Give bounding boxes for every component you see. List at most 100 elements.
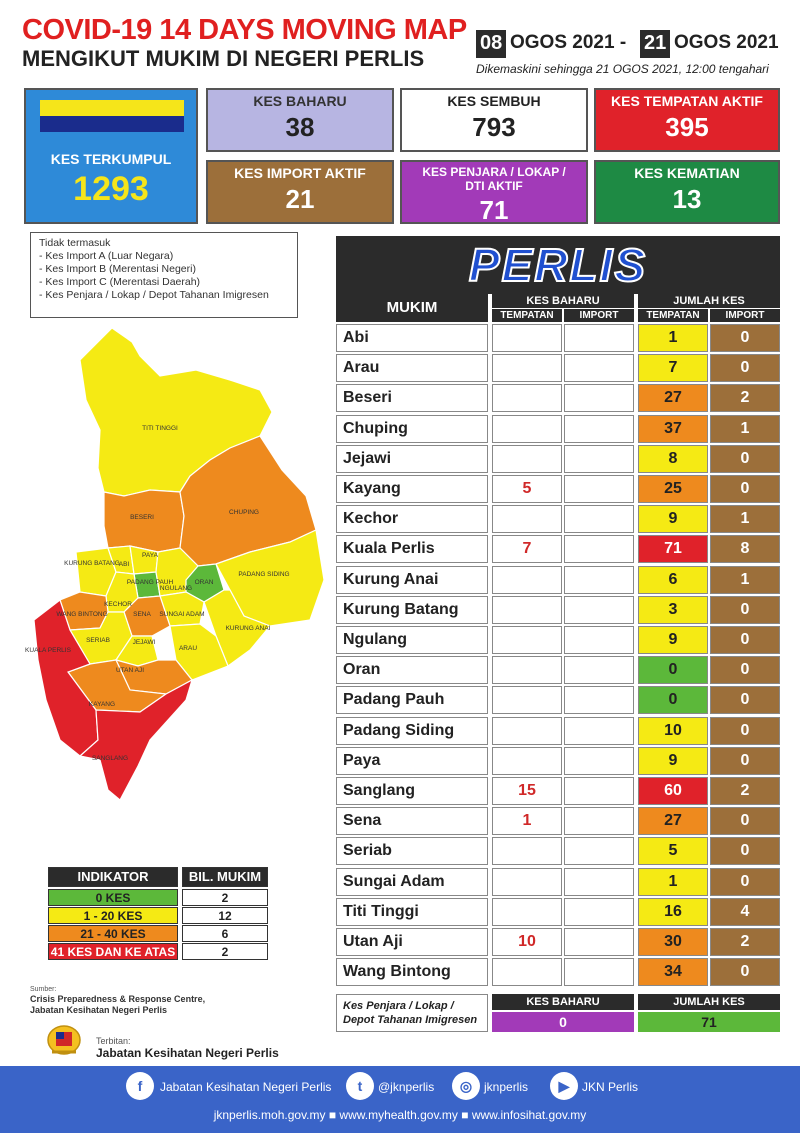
mukim-name-cell: Padang Pauh <box>336 686 488 714</box>
jumlah-tempatan-cell: 9 <box>638 626 708 654</box>
baharu-import-cell <box>564 445 634 473</box>
baharu-import-cell <box>564 898 634 926</box>
note-item: - Kes Import A (Luar Negara) <box>39 250 174 262</box>
baharu-tempatan-cell <box>492 626 562 654</box>
baharu-tempatan-cell <box>492 324 562 352</box>
jumlah-import-cell: 0 <box>710 475 780 503</box>
map-label-kurung-anai: KURUNG ANAI <box>226 625 271 632</box>
updated-note: Dikemaskini sehingga 21 OGOS 2021, 12:00… <box>476 62 769 76</box>
jumlah-tempatan-cell: 71 <box>638 535 708 563</box>
mukim-name-cell: Sungai Adam <box>336 868 488 896</box>
kes-penjara-label: KES PENJARA / LOKAP / DTI AKTIF <box>422 165 566 193</box>
map-label-kuala-perlis: KUALA PERLIS <box>25 647 72 654</box>
footer-bar <box>0 1066 800 1133</box>
baharu-tempatan-cell <box>492 445 562 473</box>
jumlah-import-cell: 0 <box>710 324 780 352</box>
jumlah-tempatan-cell: 8 <box>638 445 708 473</box>
jumlah-import-cell: 0 <box>710 958 780 986</box>
kes-terkumpul-value: 1293 <box>73 170 149 208</box>
mukim-name-cell: Kuala Perlis <box>336 535 488 563</box>
jumlah-import-cell: 1 <box>710 415 780 443</box>
legend-count-cell: 2 <box>182 889 268 906</box>
map-label-abi: ABI <box>119 561 130 568</box>
mukim-name-cell: Seriab <box>336 837 488 865</box>
jumlah-import-cell: 2 <box>710 777 780 805</box>
jata-negara-logo <box>47 1025 81 1055</box>
instagram-link[interactable]: jknperlis <box>484 1080 529 1094</box>
twitter-icon[interactable]: t <box>346 1072 374 1100</box>
jumlah-import-cell: 0 <box>710 807 780 835</box>
note-heading: Tidak termasuk <box>39 237 111 249</box>
map-label-wang-bintong: WANG BINTONG <box>56 611 107 618</box>
instagram-icon[interactable]: ◎ <box>452 1072 480 1100</box>
source-line2: Jabatan Kesihatan Negeri Perlis <box>30 1005 168 1015</box>
mukim-name-cell: Kurung Anai <box>336 566 488 594</box>
jumlah-tempatan-cell: 0 <box>638 656 708 684</box>
baharu-tempatan-cell: 1 <box>492 807 562 835</box>
baharu-import-cell <box>564 928 634 956</box>
jumlah-import-cell: 4 <box>710 898 780 926</box>
legend-count-cell: 12 <box>182 907 268 924</box>
youtube-link[interactable]: JKN Perlis <box>582 1080 639 1094</box>
kes-terkumpul-box: KES TERKUMPUL 1293 <box>24 88 198 224</box>
kes-sembuh-label: KES SEMBUH <box>447 93 541 109</box>
baharu-import-cell <box>564 777 634 805</box>
kes-baharu-value: 38 <box>285 112 315 142</box>
mukim-name-cell: Ngulang <box>336 626 488 654</box>
map-label-sena: SENA <box>133 611 151 618</box>
source-line1: Crisis Preparedness & Response Centre, <box>30 994 206 1004</box>
baharu-tempatan-cell: 5 <box>492 475 562 503</box>
perlis-mukim-map: TITI TINGGI BESERI CHUPING KURUNG BATANG… <box>25 327 325 801</box>
date-end-day: 21 <box>640 30 671 58</box>
map-label-oran: ORAN <box>195 579 214 586</box>
kes-kematian-value: 13 <box>672 184 702 214</box>
kes-tempatan-aktif-value: 395 <box>665 112 709 142</box>
mukim-name-cell: Kayang <box>336 475 488 503</box>
baharu-tempatan-cell <box>492 354 562 382</box>
baharu-tempatan-cell <box>492 505 562 533</box>
jumlah-tempatan-cell: 37 <box>638 415 708 443</box>
twitter-link[interactable]: @jknperlis <box>378 1080 435 1094</box>
legend-indikator-cell: 41 KES DAN KE ATAS <box>48 943 178 960</box>
publisher-label: Terbitan: <box>96 1036 131 1046</box>
kes-penjara-value: 71 <box>479 195 509 225</box>
baharu-tempatan-cell: 7 <box>492 535 562 563</box>
jumlah-tempatan-cell: 9 <box>638 747 708 775</box>
map-label-padang-pauh: PADANG PAUH <box>127 579 174 586</box>
kes-import-aktif-box: KES IMPORT AKTIF 21 <box>206 160 394 224</box>
jumlah-import-cell: 2 <box>710 384 780 412</box>
jumlah-import-cell: 0 <box>710 596 780 624</box>
date-start-text: OGOS 2021 - <box>510 32 627 53</box>
baharu-tempatan-cell <box>492 837 562 865</box>
baharu-tempatan-cell <box>492 898 562 926</box>
baharu-tempatan-cell <box>492 868 562 896</box>
baharu-import-cell <box>564 868 634 896</box>
jumlah-tempatan-cell: 60 <box>638 777 708 805</box>
jumlah-tempatan-cell: 7 <box>638 354 708 382</box>
jumlah-tempatan-cell: 34 <box>638 958 708 986</box>
baharu-import-cell <box>564 535 634 563</box>
jumlah-import-cell: 0 <box>710 686 780 714</box>
baharu-tempatan-cell <box>492 384 562 412</box>
jumlah-import-cell: 0 <box>710 747 780 775</box>
jumlah-tempatan-cell: 27 <box>638 807 708 835</box>
footer-website-links[interactable]: jknperlis.moh.gov.my ■ www.myhealth.gov.… <box>213 1108 587 1122</box>
date-start-day: 08 <box>476 30 507 58</box>
baharu-tempatan-cell <box>492 686 562 714</box>
kes-penjara-box: KES PENJARA / LOKAP / DTI AKTIF 71 <box>400 160 588 225</box>
subheader-jumlah-tempatan: TEMPATAN <box>638 309 708 322</box>
map-label-kurung-batang: KURUNG BATANG <box>64 560 120 567</box>
youtube-icon[interactable]: ▶ <box>550 1072 578 1100</box>
baharu-tempatan-cell <box>492 566 562 594</box>
jumlah-tempatan-cell: 30 <box>638 928 708 956</box>
facebook-link[interactable]: Jabatan Kesihatan Negeri Perlis <box>160 1080 332 1094</box>
legend-header-bil: BIL. MUKIM <box>182 867 268 887</box>
facebook-icon[interactable]: f <box>126 1072 154 1100</box>
note-item: - Kes Penjara / Lokap / Depot Tahanan Im… <box>39 289 269 301</box>
jumlah-import-cell: 0 <box>710 868 780 896</box>
kes-kematian-box: KES KEMATIAN 13 <box>594 160 780 224</box>
penjara-row-label: Kes Penjara / Lokap / Depot Tahanan Imig… <box>336 994 488 1032</box>
legend-header-indikator: INDIKATOR <box>48 867 178 887</box>
baharu-tempatan-cell <box>492 656 562 684</box>
flag-stripe-yellow <box>40 100 184 116</box>
